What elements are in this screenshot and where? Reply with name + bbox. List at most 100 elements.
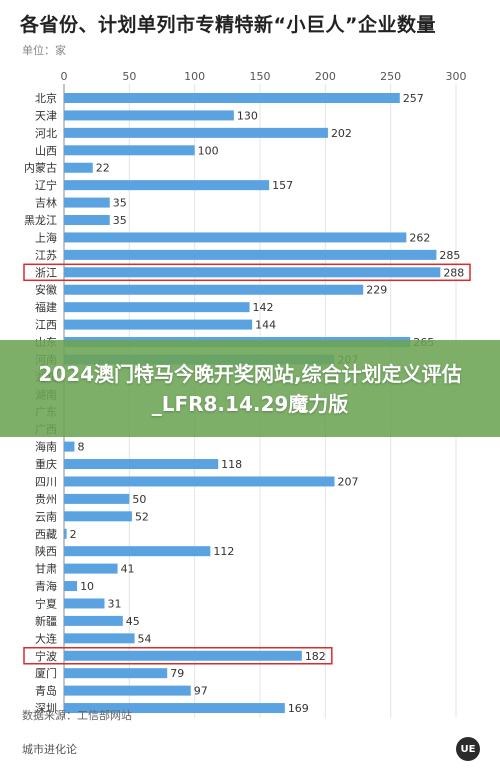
data-label: 97 [194,685,208,698]
category-label: 深圳 [35,702,57,715]
category-label: 天津 [35,109,57,122]
bar [64,685,191,696]
bar [64,633,135,644]
category-label: 内蒙古 [24,161,57,175]
category-label: 黑龙江 [24,214,57,227]
data-label: 262 [409,231,430,244]
category-label: 四川 [35,475,57,488]
data-label: 182 [305,650,326,663]
x-tick-label: 100 [184,70,205,83]
category-label: 河北 [35,127,57,140]
category-label: 西藏 [35,528,57,541]
data-label: 8 [77,441,84,454]
category-label: 山西 [35,144,57,157]
data-label: 144 [255,319,276,332]
bar [64,127,328,138]
category-label: 江西 [35,319,57,332]
x-tick-label: 250 [380,70,401,83]
data-label: 79 [170,667,184,680]
data-label: 54 [138,632,152,645]
category-label: 浙江 [35,266,57,279]
bar [64,493,130,504]
data-label: 52 [135,510,149,523]
category-label: 吉林 [35,196,57,210]
data-label: 41 [121,563,135,576]
data-label: 31 [108,597,122,610]
data-label: 22 [96,162,110,175]
overlay-banner: 2024澳门特马今晚开奖网站,综合计划定义评估_LFR8.14.29魔力版 [0,340,500,437]
bar [64,476,335,487]
data-label: 35 [113,197,127,210]
category-label: 上海 [35,230,57,244]
banner-text: 2024澳门特马今晚开奖网站,综合计划定义评估_LFR8.14.29魔力版 [38,361,462,416]
data-label: 257 [403,92,424,105]
bar [64,511,132,522]
data-label: 207 [337,475,358,488]
category-label: 大连 [35,631,57,645]
bar [64,284,364,295]
bar [64,563,118,574]
category-label: 宁夏 [35,596,57,610]
bar [64,180,270,191]
bar [64,441,75,452]
category-label: 甘肃 [35,563,57,576]
bar [64,145,195,156]
bar [64,703,285,714]
data-label: 118 [221,458,242,471]
data-label: 112 [213,545,234,558]
bar [64,249,437,260]
data-label: 229 [366,284,387,297]
category-label: 新疆 [35,614,57,628]
x-tick-label: 50 [122,70,136,83]
category-label: 青岛 [35,684,57,698]
category-label: 陕西 [35,544,57,558]
data-label: 10 [80,580,94,593]
bar [64,615,123,626]
highlight-box [23,263,471,282]
bar [64,598,105,609]
data-label: 202 [331,127,352,140]
data-label: 285 [439,249,460,262]
highlight-box [23,647,333,665]
category-label: 青海 [35,579,57,593]
data-label: 100 [198,144,219,157]
bar [64,459,219,470]
bar [64,668,168,679]
bar [64,528,67,539]
data-label: 45 [126,615,140,628]
bar [64,110,234,121]
bar [64,197,110,208]
data-label: 157 [272,179,293,192]
bar [64,267,441,278]
bar [64,650,302,661]
category-label: 辽宁 [35,178,57,192]
bar [64,232,407,243]
bar [64,581,78,592]
source-label: 数据来源：工信部网站 [22,709,132,722]
x-tick-label: 300 [446,70,467,83]
bar [64,215,110,226]
category-label: 云南 [35,510,57,523]
category-label: 北京 [35,91,57,105]
data-label: 35 [113,214,127,227]
data-label: 288 [443,266,464,279]
data-label: 142 [253,301,274,314]
chart-title: 各省份、计划单列市专精特新“小巨人”企业数量 [20,14,436,36]
bar [64,546,211,557]
category-label: 宁波 [35,649,57,663]
logo-icon: UE [456,737,480,761]
category-label: 江苏 [35,249,57,262]
data-label: 50 [132,493,146,506]
bar [64,319,253,330]
category-label: 安徽 [35,283,57,297]
data-label: 130 [237,109,258,122]
category-label: 海南 [35,440,57,454]
x-tick-label: 200 [315,70,336,83]
bar [64,162,93,173]
category-label: 贵州 [35,493,57,506]
category-label: 厦门 [35,666,57,680]
bar [64,302,250,313]
data-label: 169 [288,702,309,715]
category-label: 福建 [35,300,57,314]
